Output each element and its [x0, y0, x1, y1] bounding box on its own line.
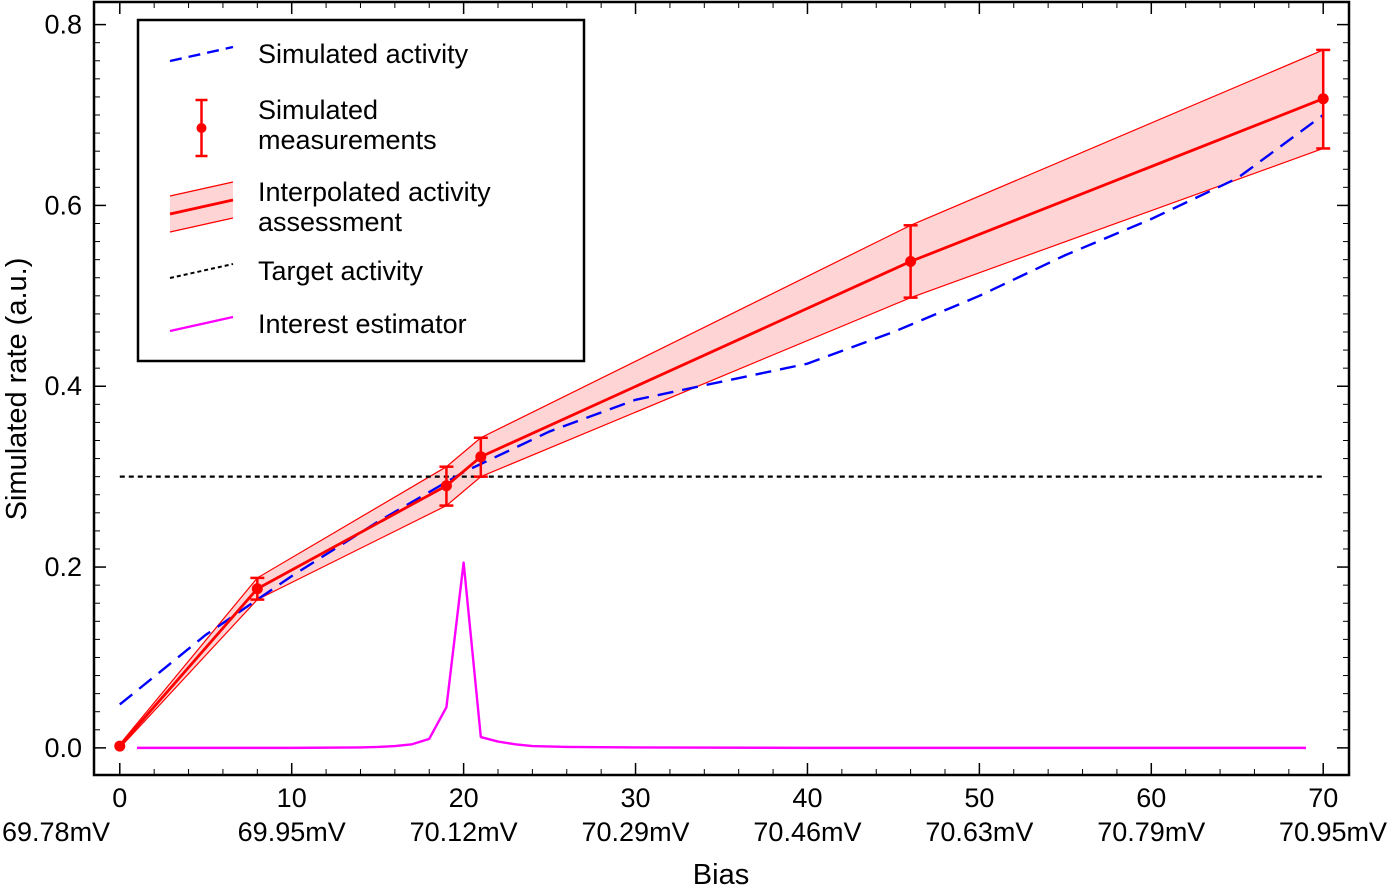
series-layer [114, 48, 1331, 752]
x-secondary-tick-label: 70.95mV [1279, 817, 1387, 847]
simulated-activity-line [119, 114, 1324, 706]
band-lower-edge [119, 147, 1324, 749]
legend-entry: Simulated activity [169, 39, 469, 69]
band-upper-edge [119, 49, 1324, 745]
legend-swatch-dotted [169, 263, 234, 279]
legend-label: Target activity [258, 256, 424, 286]
measurement-point [251, 583, 263, 595]
measurement-point [440, 480, 452, 492]
x-tick-label: 30 [621, 783, 651, 813]
y-tick-label: 0.2 [44, 552, 82, 582]
x-secondary-tick-label: 69.78mV [2, 817, 110, 847]
measurement-point [1317, 93, 1329, 105]
interpolated-activity-line [118, 97, 1324, 747]
x-tick-label: 60 [1136, 783, 1166, 813]
axis-ticks [94, 2, 1349, 775]
x-secondary-tick-labels: 69.78mV 69.95mV 70.12mV 70.29mV 70.46mV 70.63… [2, 817, 1387, 847]
x-secondary-tick-label: 70.29mV [582, 817, 690, 847]
measurement-point [114, 740, 126, 752]
x-tick-label: 10 [277, 783, 307, 813]
legend-entry: Interest estimator [169, 309, 467, 339]
measurement-point [905, 255, 917, 267]
legend-label: measurements [258, 125, 437, 155]
y-tick-label: 0.6 [44, 190, 82, 220]
y-tick-label: 0.4 [44, 371, 82, 401]
legend-label: Simulated activity [258, 39, 469, 69]
x-tick-label: 0 [112, 783, 127, 813]
x-secondary-tick-label: 70.79mV [1097, 817, 1205, 847]
x-tick-label: 70 [1308, 783, 1338, 813]
x-secondary-tick-label: 70.63mV [925, 817, 1033, 847]
legend-swatch-band-edge [169, 181, 234, 197]
legend-entry: Target activity [169, 256, 424, 286]
interest-estimator-line [136, 561, 1307, 750]
y-tick-label: 0.0 [44, 733, 82, 763]
x-secondary-tick-label: 70.12mV [410, 817, 518, 847]
legend-swatch-dashed [169, 45, 234, 63]
legend-swatch-band-edge [169, 217, 234, 233]
x-secondary-tick-label: 70.46mV [753, 817, 861, 847]
confidence-band [119, 49, 1324, 748]
legend-label: Interest estimator [258, 309, 467, 339]
x-tick-labels: 0 10 20 30 40 50 60 70 [112, 783, 1338, 813]
legend-label: assessment [258, 207, 403, 237]
legend-label: Simulated [258, 95, 378, 125]
y-tick-label: 0.8 [44, 10, 82, 40]
x-tick-label: 40 [792, 783, 822, 813]
legend-swatch-point [196, 123, 207, 133]
x-tick-label: 20 [449, 783, 479, 813]
y-tick-labels: 0.0 0.2 0.4 0.6 0.8 [44, 10, 82, 763]
x-axis-title: Bias [693, 859, 749, 891]
x-secondary-tick-label: 69.95mV [238, 817, 346, 847]
y-axis-title: Simulated rate (a.u.) [1, 258, 33, 521]
plot-frame [92, 0, 1351, 777]
x-tick-label: 50 [964, 783, 994, 813]
legend-swatch-line [169, 198, 234, 216]
legend-label: Interpolated activity [258, 177, 491, 207]
legend-swatch-solid [169, 315, 234, 333]
measurement-point [475, 451, 487, 463]
